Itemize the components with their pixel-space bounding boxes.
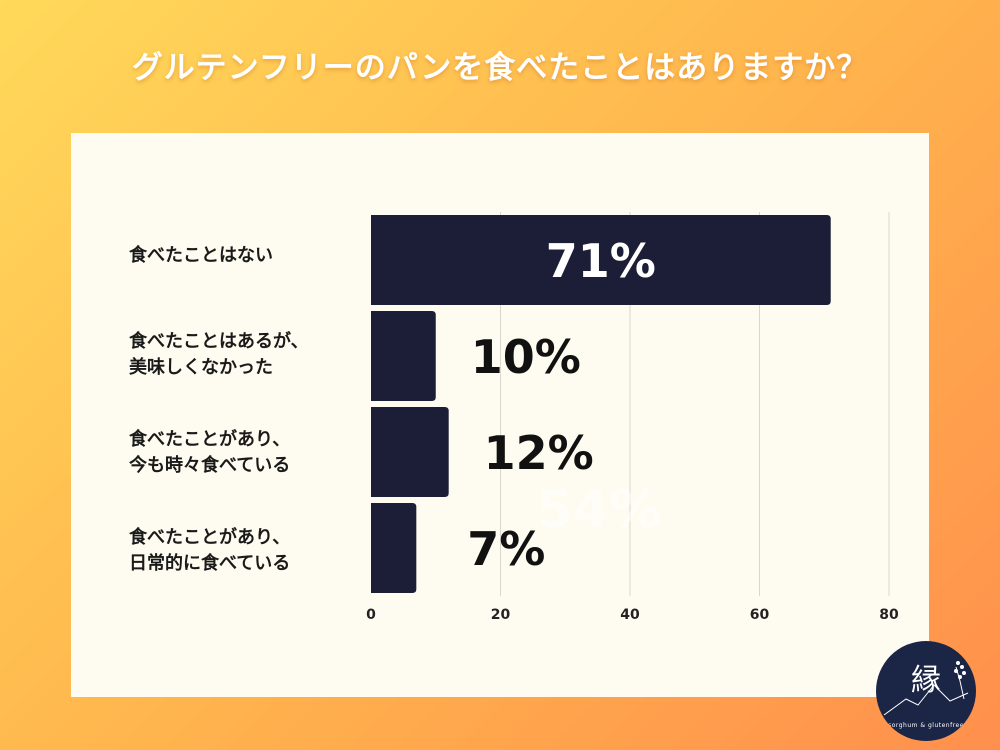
bar-2: [371, 407, 449, 497]
mountain-icon: [883, 661, 969, 716]
logo-mark: 縁: [911, 663, 941, 698]
data-label-2: 12%: [484, 426, 594, 480]
x-tick-label-0: 0: [366, 607, 376, 623]
bar-0: [371, 215, 831, 305]
chart-title: グルテンフリーのパンを食べたことはありますか？: [131, 50, 869, 86]
x-tick-label-3: 60: [750, 607, 770, 623]
chart-panel: 0 20 40 60 80 71% 10% 12% 7% 54% 食べたことはない 食べたことはあ…: [71, 133, 929, 697]
logo-subtitle: sorghum & glutenfree: [888, 722, 964, 729]
data-label-0: 71%: [546, 234, 656, 288]
category-label-1: 食べたことはあるが、 美味しくなかった: [129, 331, 309, 379]
brand-logo: 縁 sorghum & glutenfree: [876, 641, 976, 741]
x-tick-label-2: 40: [620, 607, 640, 623]
category-label-3: 食べたことがあり、 日常的に食べている: [129, 527, 291, 575]
bar-3: [371, 503, 417, 593]
category-label-2: 食べたことがあり、 今も時々食べている: [129, 429, 291, 477]
bar-chart: 0 20 40 60 80 71% 10% 12% 7%54%: [366, 212, 899, 623]
watermark-label: 54%: [537, 480, 661, 540]
data-label-3: 7%: [467, 522, 545, 576]
data-label-1: 10%: [471, 330, 581, 384]
x-tick-label-4: 80: [879, 607, 899, 623]
bar-1: [371, 311, 436, 401]
x-tick-label-1: 20: [491, 607, 511, 623]
category-label-0: 食べたことはない: [129, 245, 273, 266]
